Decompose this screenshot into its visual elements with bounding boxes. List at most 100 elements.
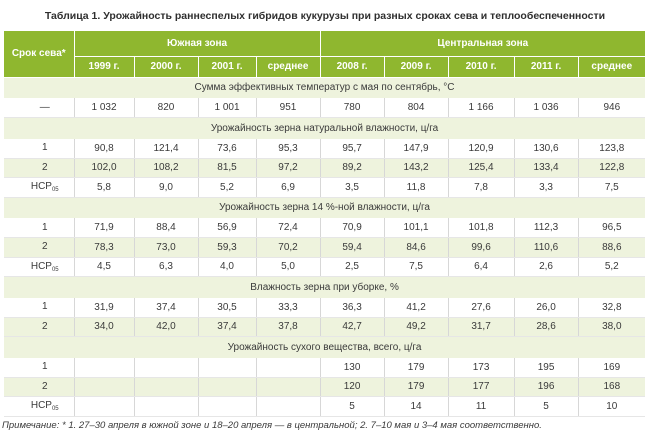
year-header: 1999 г. [74,56,135,78]
row-label-text: НСР [30,181,52,193]
table-cell: 130,6 [514,138,579,159]
table-cell [256,357,321,378]
row-label: 2 [4,237,75,258]
zone-south-header: Южная зона [74,31,321,57]
table-cell: 6,4 [448,257,515,277]
table-cell: 70,9 [320,218,385,238]
table-cell: 73,6 [198,138,257,159]
sowing-date-header: Срок сева* [4,31,75,78]
table-cell: 37,4 [198,317,257,337]
table-cell [256,396,321,417]
table-note: Примечание: * 1. 27–30 апреля в южной зо… [2,420,542,431]
table-cell: 9,0 [134,177,199,198]
header-row-zones: Срок сева* Южная зона Центральная зона [4,31,646,78]
table-cell [198,357,257,378]
table-cell: 177 [448,377,515,397]
table-row: 1 130 179 173 195 169 [4,357,646,378]
row-label: — [4,98,75,118]
table-cell: 168 [578,377,646,397]
table-cell: 179 [384,377,449,397]
table-cell: 123,8 [578,138,646,159]
table-cell: 90,8 [74,138,135,159]
section-title-row: Сумма эффективных температур с мая по се… [4,77,646,98]
table-cell: 27,6 [448,297,515,318]
table-cell: 102,0 [74,158,135,178]
table-row: 1 31,9 37,4 30,5 33,3 36,3 41,2 27,6 26,0 32,8 [4,297,646,318]
table-cell: 95,3 [256,138,321,159]
table-caption: Таблица 1. Урожайность раннеспелых гибри… [44,10,606,22]
table-cell: 1 032 [74,98,135,118]
year-header: 2008 г. [320,56,385,78]
table-cell: 7,5 [384,257,449,277]
table-cell: 37,4 [134,297,199,318]
table-cell: 71,9 [74,218,135,238]
row-label-text: 2 [41,241,48,253]
table-cell: 820 [134,98,199,118]
year-header: 2011 г. [514,56,579,78]
row-label-text: НСР [30,260,52,272]
table-cell: 97,2 [256,158,321,178]
table-cell: 95,7 [320,138,385,159]
row-label-subscript: 05 [51,406,59,413]
section-title-row: Урожайность сухого вещества, всего, ц/га [4,336,646,358]
table-cell: 120 [320,377,385,397]
year-header: 2000 г. [134,56,199,78]
table-row: 1 90,8 121,4 73,6 95,3 95,7 147,9 120,9 130,6 123… [4,138,646,159]
table-cell: 28,6 [514,317,579,337]
table-cell [74,357,135,378]
table-cell: 147,9 [384,138,449,159]
table-cell: 946 [578,98,646,118]
row-label-text: 1 [41,361,48,372]
row-label-text: 2 [41,320,48,332]
table-cell [134,357,199,378]
row-label-text: 1 [41,221,48,233]
table-cell: 1 166 [448,98,515,118]
table-cell: 804 [384,98,449,118]
table-cell: 173 [448,357,515,378]
table-cell [74,396,135,417]
table-cell: 101,8 [448,218,515,238]
section-title: Урожайность сухого вещества, всего, ц/га [4,336,646,358]
table-cell: 110,6 [514,237,579,258]
table-cell: 96,5 [578,218,646,238]
table-cell [134,377,199,397]
table-row: — 1 032 820 1 001 951 780 804 1 166 1 036 946 [4,98,646,118]
table-cell [198,377,257,397]
table-cell: 179 [384,357,449,378]
year-header: 2009 г. [384,56,449,78]
table-cell: 33,3 [256,297,321,318]
table-cell: 5,0 [256,257,321,277]
row-label: 2 [4,317,75,337]
table-cell [256,377,321,397]
table-cell: 30,5 [198,297,257,318]
table-cell: 196 [514,377,579,397]
row-label-text: 2 [41,380,48,392]
table-cell: 59,3 [198,237,257,258]
row-label-text: — [39,101,50,113]
table-cell: 133,4 [514,158,579,178]
table-cell: 42,0 [134,317,199,337]
row-label: НСР05 [4,396,75,417]
section-title-row: Влажность зерна при уборке, % [4,276,646,298]
table-cell: 84,6 [384,237,449,258]
table-row: НСР05 5,8 9,0 5,2 6,9 3,5 11,8 7,8 3,3 7,5 [4,177,646,198]
section-title: Сумма эффективных температур с мая по се… [4,77,646,98]
table-cell: 59,4 [320,237,385,258]
table-cell: 3,3 [514,177,579,198]
row-label: 1 [4,357,75,378]
row-label: 1 [4,218,75,238]
table-cell: 130 [320,357,385,378]
table-cell: 78,3 [74,237,135,258]
table-cell: 70,2 [256,237,321,258]
table-cell: 6,9 [256,177,321,198]
row-label-subscript: 05 [51,266,59,273]
table-cell: 11,8 [384,177,449,198]
table-cell: 37,8 [256,317,321,337]
row-label: НСР05 [4,177,75,198]
table-cell: 2,6 [514,257,579,277]
table-cell: 41,2 [384,297,449,318]
yield-table: Срок сева* Южная зона Центральная зона 1… [4,31,646,417]
table-cell [134,396,199,417]
table-cell: 31,7 [448,317,515,337]
